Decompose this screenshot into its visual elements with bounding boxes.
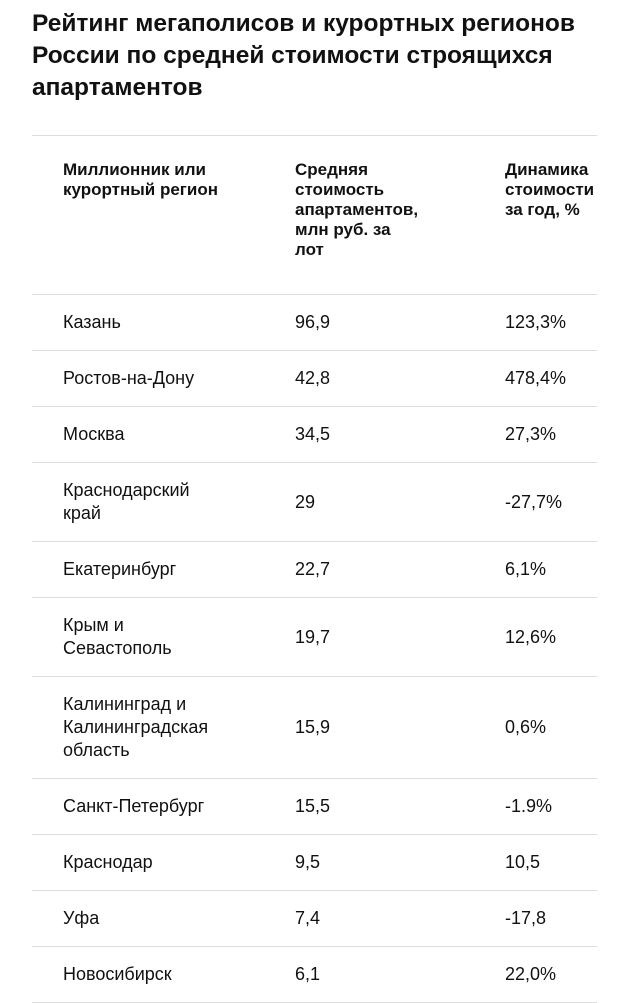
cell-text: 10,5 <box>505 852 541 872</box>
cell-text: 22,0% <box>505 964 557 984</box>
table-row: Уфа 7,4 -17,8 <box>32 890 597 947</box>
header-text: Средняя стоимость апартаментов, млн руб.… <box>295 160 419 259</box>
cell-text: 123,3% <box>505 312 567 332</box>
table-cell: Краснодарский край <box>32 462 264 542</box>
column-header: Миллионник или курортный регион <box>32 136 264 295</box>
table-row: Казань 96,9 123,3% <box>32 294 597 351</box>
table-cell: 42,8 <box>264 350 474 407</box>
cell-text: Крым и Севастополь <box>63 615 172 658</box>
table-cell: Новосибирск <box>32 946 264 1003</box>
cell-text: Москва <box>63 424 125 444</box>
table-cell: 6,1% <box>474 541 597 598</box>
table-cell: 123,3% <box>474 294 597 351</box>
table-cell: 6,1 <box>264 946 474 1003</box>
table-cell: 22,0% <box>474 946 597 1003</box>
cell-text: 478,4% <box>505 368 567 388</box>
table-cell: -17,8 <box>474 890 597 947</box>
cell-text: -17,8 <box>505 908 547 928</box>
header-text: Динамика стоимости за год, % <box>505 160 595 219</box>
cell-text: Новосибирск <box>63 964 172 984</box>
table-cell: 22,7 <box>264 541 474 598</box>
table-row: Санкт-Петербург 15,5 -1.9% <box>32 778 597 835</box>
cell-text: 15,9 <box>295 717 331 737</box>
cell-text: Краснодар <box>63 852 153 872</box>
cell-text: 96,9 <box>295 312 331 332</box>
cell-text: 15,5 <box>295 796 331 816</box>
table-cell: -27,7% <box>474 462 597 542</box>
column-header: Динамика стоимости за год, % <box>474 136 597 295</box>
column-header: Средняя стоимость апартаментов, млн руб.… <box>264 136 474 295</box>
table-cell: Уфа <box>32 890 264 947</box>
table-cell: Казань <box>32 294 264 351</box>
cell-text: -27,7% <box>505 491 563 512</box>
table-row: Москва 34,5 27,3% <box>32 406 597 463</box>
table-cell: 96,9 <box>264 294 474 351</box>
table-cell: 9,5 <box>264 834 474 891</box>
cell-text: -1.9% <box>505 796 553 816</box>
title: Рейтинг мегаполисов и курортных регионов… <box>32 10 575 101</box>
table-row: Новосибирск 6,1 22,0% <box>32 946 597 1003</box>
table-cell: Крым и Севастополь <box>32 597 264 677</box>
table-cell: Ростов-на-Дону <box>32 350 264 407</box>
cell-text: 9,5 <box>295 852 321 872</box>
table-cell: 29 <box>264 462 474 542</box>
cell-text: 42,8 <box>295 368 331 388</box>
table-cell: -1.9% <box>474 778 597 835</box>
table-cell: Калининград и Калининградская область <box>32 676 264 779</box>
table-cell: 34,5 <box>264 406 474 463</box>
table-cell: 12,6% <box>474 597 597 677</box>
table-cell: Краснодар <box>32 834 264 891</box>
table-row: Краснодарский край 29 -27,7% <box>32 462 597 542</box>
table-cell: 0,6% <box>474 676 597 779</box>
table-cell: 7,4 <box>264 890 474 947</box>
table-cell: 27,3% <box>474 406 597 463</box>
table-row: Екатеринбург 22,7 6,1% <box>32 541 597 598</box>
cell-text: Казань <box>63 312 121 332</box>
table-cell: Екатеринбург <box>32 541 264 598</box>
header-text: Миллионник или курортный регион <box>63 160 218 199</box>
table-cell: 478,4% <box>474 350 597 407</box>
cell-text: 19,7 <box>295 626 331 647</box>
table-cell: 19,7 <box>264 597 474 677</box>
cell-text: 12,6% <box>505 626 557 647</box>
table-cell: 10,5 <box>474 834 597 891</box>
cell-text: Уфа <box>63 908 100 928</box>
table-row: Калининград и Калининградская область 15,… <box>32 676 597 779</box>
table-cell: 15,5 <box>264 778 474 835</box>
table-row: Крым и Севастополь 19,7 12,6% <box>32 597 597 677</box>
cell-text: 6,1 <box>295 964 321 984</box>
cell-text: 34,5 <box>295 424 331 444</box>
header-row: Миллионник или курортный регион Средняя … <box>32 136 597 295</box>
table-row: Ростов-на-Дону 42,8 478,4% <box>32 350 597 407</box>
table-cell: 15,9 <box>264 676 474 779</box>
cell-text: Калининград и Калининградская область <box>63 694 209 760</box>
cell-text: 0,6% <box>505 717 547 737</box>
table-row: Краснодар 9,5 10,5 <box>32 834 597 891</box>
cell-text: Екатеринбург <box>63 559 177 579</box>
table-cell: Москва <box>32 406 264 463</box>
cell-text: 29 <box>295 491 316 512</box>
cell-text: 22,7 <box>295 559 331 579</box>
cell-text: Краснодарский край <box>63 480 190 523</box>
table-cell: Санкт-Петербург <box>32 778 264 835</box>
cell-text: Ростов-на-Дону <box>63 368 195 388</box>
table: Миллионник или курортный регион Средняя … <box>32 136 597 1003</box>
table-body: Казань 96,9 123,3% Ростов-на-Дону 42,8 478,4%… <box>32 294 597 1003</box>
cell-text: 6,1% <box>505 559 547 579</box>
cell-text: 27,3% <box>505 424 557 444</box>
cell-text: Санкт-Петербург <box>63 796 205 816</box>
cell-text: 7,4 <box>295 908 321 928</box>
table-container: Миллионник или курортный регион Средняя … <box>32 135 597 1003</box>
